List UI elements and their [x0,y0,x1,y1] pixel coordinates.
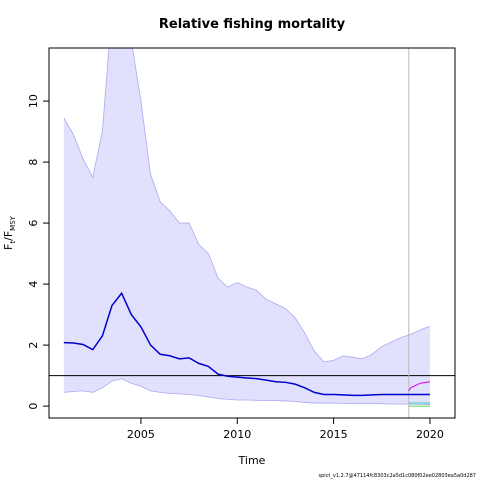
y-tick-label: 2 [27,342,40,349]
series-line [63,291,430,397]
confidence-band [63,48,430,405]
y-label-part: t [9,241,17,244]
y-tick-label: 10 [27,94,40,108]
x-tick-label: 2015 [320,428,348,441]
y-label-part: MSY [9,215,17,230]
x-axis-label: Time [238,454,266,467]
plot-frame [48,47,456,419]
band-lower [63,378,430,405]
footnote: spict_v1.2.7@47114fc8303c2a5d1c080f02ee0… [319,473,477,479]
y-tick-label: 6 [27,220,40,227]
y-axis-label: Ft/FMSY [2,215,17,250]
y-tick-label: 4 [27,281,40,288]
x-tick-label: 2020 [416,428,444,441]
y-tick-label: 0 [27,403,40,410]
plot-area [49,48,455,418]
y-tick-label: 8 [27,159,40,166]
x-tick-label: 2010 [223,428,251,441]
series-line [408,381,431,392]
x-tick-label: 2005 [127,428,155,441]
band-upper [63,48,431,363]
y-label-part: /F [2,231,15,241]
chart-title: Relative fishing mortality [159,17,346,32]
y-label-part: F [2,244,15,250]
